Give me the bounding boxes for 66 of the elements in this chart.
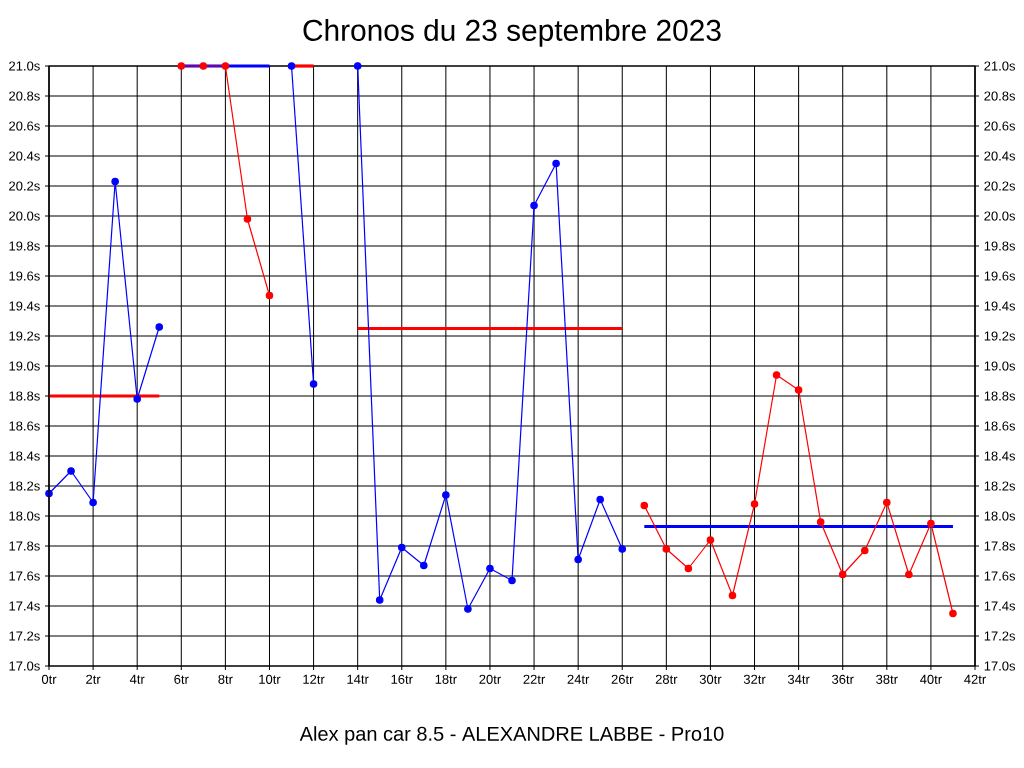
x-tick-label: 24tr bbox=[567, 674, 590, 684]
x-tick-label: 8tr bbox=[218, 674, 233, 684]
y2-tick-label: 17.6s bbox=[984, 571, 1016, 581]
y2-tick-label: 21.0s bbox=[984, 61, 1016, 71]
y-tick-label: 17.4s bbox=[9, 601, 40, 611]
y-tick-label: 18.0s bbox=[9, 511, 40, 521]
x-tick-label: 20tr bbox=[479, 674, 501, 684]
y2-tick-label: 18.6s bbox=[984, 421, 1016, 431]
y-tick-label: 19.4s bbox=[9, 301, 40, 311]
y-tick-label: 17.0s bbox=[9, 661, 40, 671]
x-tick-label: 16tr bbox=[391, 674, 413, 684]
y-tick-label: 18.6s bbox=[9, 421, 40, 431]
y-tick-label: 20.0s bbox=[9, 211, 40, 221]
x-tick-label: 10tr bbox=[259, 674, 281, 684]
x-tick-label: 42tr bbox=[964, 674, 986, 684]
y-tick-label: 20.6s bbox=[9, 121, 40, 131]
y2-tick-label: 18.8s bbox=[984, 391, 1016, 401]
y-tick-label: 17.2s bbox=[9, 631, 40, 641]
x-tick-label: 14tr bbox=[347, 674, 369, 684]
y-tick-label: 19.8s bbox=[9, 241, 40, 251]
x-tick-label: 18tr bbox=[435, 674, 457, 684]
x-tick-label: 22tr bbox=[523, 674, 546, 684]
x-tick-label: 12tr bbox=[303, 674, 325, 684]
y2-tick-label: 20.2s bbox=[984, 181, 1016, 191]
x-tick-label: 36tr bbox=[832, 674, 854, 684]
y2-tick-label: 20.6s bbox=[984, 121, 1016, 131]
y2-tick-label: 18.4s bbox=[984, 451, 1016, 461]
y2-tick-label: 19.8s bbox=[984, 241, 1016, 251]
x-tick-label: 40tr bbox=[920, 674, 942, 684]
y-tick-label: 19.2s bbox=[9, 331, 40, 341]
y2-tick-label: 20.4s bbox=[984, 151, 1016, 161]
x-tick-label: 28tr bbox=[655, 674, 678, 684]
y-tick-label: 20.4s bbox=[9, 151, 40, 161]
y2-tick-label: 17.4s bbox=[984, 601, 1016, 611]
x-axis-title: Alex pan car 8.5 - ALEXANDRE LABBE - Pro10 bbox=[299, 726, 724, 745]
chart-title: Chronos du 23 septembre 2023 bbox=[303, 19, 721, 47]
y-tick-label: 18.8s bbox=[9, 391, 40, 401]
y2-tick-label: 19.4s bbox=[984, 301, 1016, 311]
x-tick-label: 2tr bbox=[86, 674, 101, 684]
y2-tick-label: 19.2s bbox=[984, 331, 1016, 341]
x-tick-label: 38tr bbox=[876, 674, 898, 684]
x-tick-label: 0tr bbox=[41, 674, 57, 684]
x-tick-label: 30tr bbox=[699, 674, 722, 684]
y-tick-label: 17.6s bbox=[9, 571, 40, 581]
x-tick-label: 26tr bbox=[611, 674, 634, 684]
y-tick-label: 19.6s bbox=[9, 271, 40, 281]
y2-tick-label: 20.0s bbox=[984, 211, 1016, 221]
x-tick-label: 34tr bbox=[787, 674, 810, 684]
y2-tick-label: 18.0s bbox=[984, 511, 1016, 521]
y-tick-label: 17.8s bbox=[9, 541, 40, 551]
y2-tick-label: 19.6s bbox=[984, 271, 1016, 281]
y-tick-label: 18.4s bbox=[9, 451, 40, 461]
y-tick-label: 21.0s bbox=[9, 61, 40, 71]
x-tick-label: 6tr bbox=[174, 674, 189, 684]
y-tick-label: 20.2s bbox=[9, 181, 40, 191]
y2-tick-label: 18.2s bbox=[984, 481, 1016, 491]
y-tick-label: 19.0s bbox=[9, 361, 40, 371]
y-tick-label: 20.8s bbox=[9, 91, 40, 101]
y2-tick-label: 17.2s bbox=[984, 631, 1016, 641]
x-tick-label: 4tr bbox=[129, 674, 145, 684]
y2-tick-label: 20.8s bbox=[984, 91, 1016, 101]
y-tick-label: 18.2s bbox=[9, 481, 40, 491]
y2-tick-label: 17.8s bbox=[984, 541, 1016, 551]
x-tick-label: 32tr bbox=[743, 674, 766, 684]
y2-tick-label: 17.0s bbox=[984, 661, 1016, 671]
y2-tick-label: 19.0s bbox=[984, 361, 1016, 371]
